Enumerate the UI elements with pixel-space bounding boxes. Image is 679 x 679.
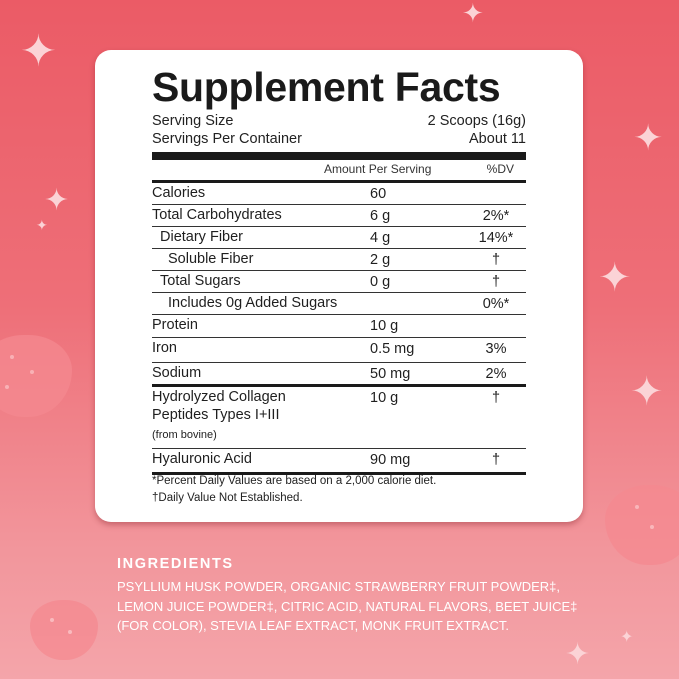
nutrient-row: Iron 0.5 mg 3% [152,338,526,363]
nutrient-name: Dietary Fiber [160,229,243,245]
ingredients-line: PSYLLIUM HUSK POWDER, ORGANIC STRAWBERRY… [117,579,561,594]
sparkle-icon: ✦ [620,629,634,646]
nutrient-name: Calories [152,185,206,201]
nutrient-amount: 2 g [370,252,391,268]
footnote-dagger: †Daily Value Not Established. [152,492,303,504]
nutrient-row: Sodium 50 mg 2% [152,363,526,387]
nutrient-dv: 0%* [482,296,510,312]
nutrient-name-cont: Peptides Types I+III [152,407,280,423]
nutrient-row: Includes 0g Added Sugars 0%* [152,293,526,315]
nutrient-dv: † [491,452,501,468]
nutrient-amount: 0 g [370,274,391,290]
ingredients-heading: INGREDIENTS [117,556,234,572]
supplement-facts-panel: Supplement Facts Serving Size 2 Scoops (1… [95,50,583,522]
nutrient-name: Hydrolyzed Collagen [152,389,286,405]
nutrient-dv: † [491,252,501,268]
nutrient-amount: 50 mg [370,366,411,382]
nutrient-dv: † [491,274,501,290]
nutrient-dv: 2% [485,366,507,382]
nutrient-source: (from bovine) [152,429,217,441]
nutrient-amount: 10 g [370,318,399,334]
strawberry-icon [605,485,679,565]
strawberry-icon [0,335,72,417]
nutrient-name: Hyaluronic Acid [152,451,252,467]
nutrient-dv: 2%* [482,208,510,224]
nutrient-row: Soluble Fiber 2 g † [152,249,526,271]
nutrient-row: Calories 60 [152,183,526,205]
divider [152,180,526,183]
nutrient-amount: 4 g [370,230,391,246]
strawberry-icon [30,600,98,660]
nutrient-dv: † [491,390,501,406]
nutrient-name: Total Carbohydrates [152,207,282,223]
ingredients-line: (FOR COLOR), STEVIA LEAF EXTRACT, MONK F… [117,618,509,633]
ingredients-list: PSYLLIUM HUSK POWDER, ORGANIC STRAWBERRY… [117,577,587,636]
nutrient-dv: 3% [485,341,507,357]
nutrient-table: Calories 60 Total Carbohydrates 6 g 2%* Dieta… [152,183,526,475]
servings-per-container: Servings Per Container About 11 [152,131,526,147]
sparkle-icon: ✦ [462,0,484,28]
ingredients-line: LEMON JUICE POWDER‡, CITRIC ACID, NATURA… [117,598,578,614]
serving-size-label: Serving Size [152,113,234,129]
nutrient-amount: 90 mg [370,452,411,468]
sparkle-icon: ✦ [633,117,664,158]
nutrient-name: Protein [152,317,198,333]
nutrient-name: Soluble Fiber [168,251,254,267]
nutrient-name: Total Sugars [160,273,241,289]
nutrient-row: Hydrolyzed Collagen Peptides Types I+III (… [152,387,526,449]
nutrient-row: Total Carbohydrates 6 g 2%* [152,205,526,227]
dv-header: %DV [486,162,514,176]
serving-size: Serving Size 2 Scoops (16g) [152,113,526,129]
serving-size-value: 2 Scoops (16g) [427,113,526,129]
nutrient-row: Total Sugars 0 g † [152,271,526,293]
nutrient-row: Dietary Fiber 4 g 14%* [152,227,526,249]
panel-title: Supplement Facts [152,64,501,110]
nutrient-dv: 14%* [478,230,514,246]
sparkle-icon: ✦ [630,370,664,414]
sparkle-icon: ✦ [36,217,48,233]
servings-label: Servings Per Container [152,131,302,147]
nutrient-amount: 0.5 mg [370,341,415,357]
nutrient-amount: 10 g [370,390,399,406]
servings-value: About 11 [469,131,526,147]
sparkle-icon: ✦ [598,256,632,300]
nutrient-name: Sodium [152,365,202,381]
sparkle-icon: ✦ [565,638,591,671]
sparkle-icon: ✦ [20,27,57,76]
nutrient-row: Hyaluronic Acid 90 mg † [152,449,526,475]
sparkle-icon: ✦ [44,184,70,217]
footnote-dv: *Percent Daily Values are based on a 2,0… [152,475,437,487]
amount-header: Amount Per Serving [324,162,432,176]
divider [152,152,526,160]
nutrient-name: Includes 0g Added Sugars [168,295,338,311]
nutrient-name: Iron [152,340,177,356]
nutrient-row: Protein 10 g [152,315,526,338]
nutrient-amount: 60 [370,186,387,202]
nutrient-amount: 6 g [370,208,391,224]
